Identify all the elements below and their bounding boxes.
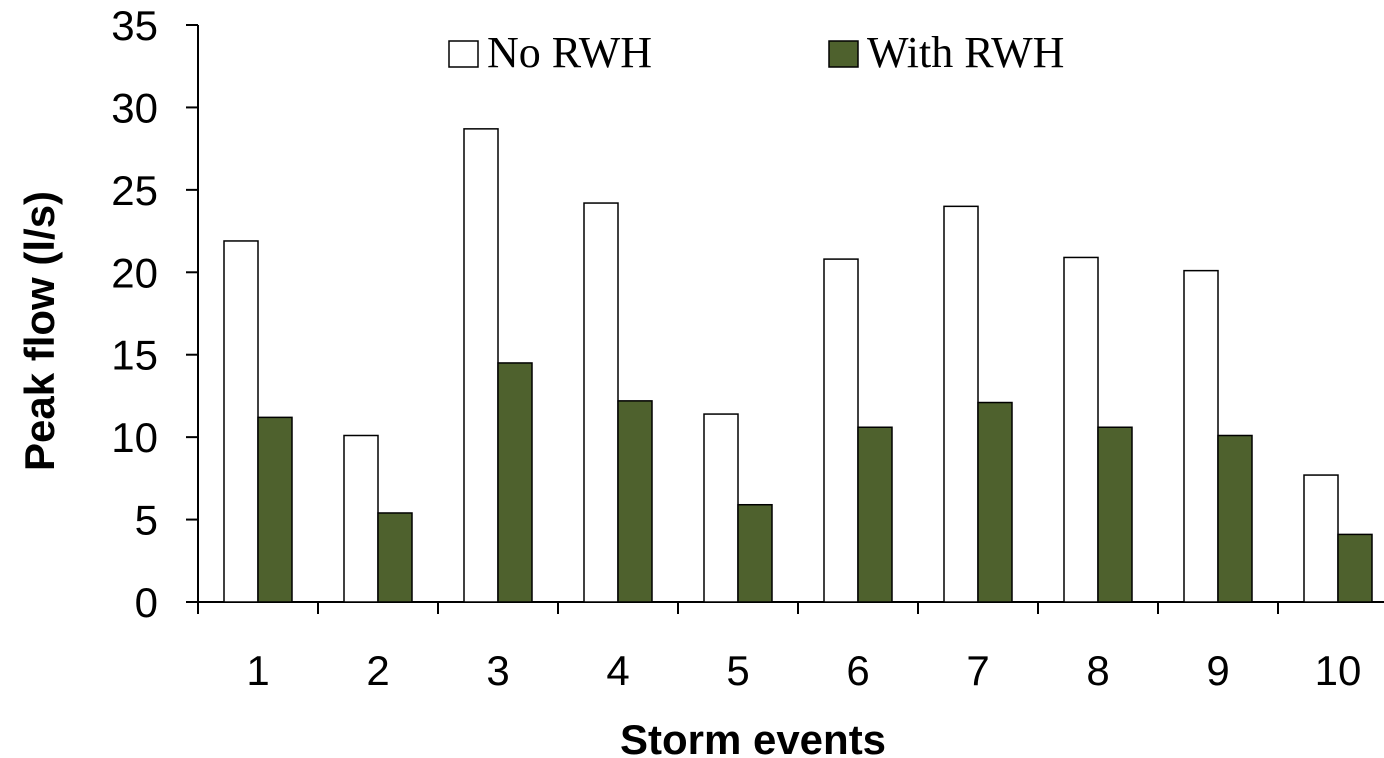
bar-with-rwh-9 [1217, 434, 1253, 603]
legend-swatch-no-rwh [448, 40, 479, 68]
bar-no-rwh-9 [1183, 269, 1219, 603]
x-axis-title: Storm events [620, 716, 886, 758]
bar-no-rwh-10 [1303, 474, 1339, 603]
x-tick-label: 1 [246, 647, 269, 694]
x-tick-label: 2 [366, 647, 389, 694]
y-tick-label: 35 [111, 2, 158, 49]
bar-no-rwh-8 [1063, 256, 1099, 603]
bars [223, 128, 1373, 603]
bar-with-rwh-1 [257, 416, 293, 603]
y-tick-label: 10 [111, 414, 158, 461]
x-tick-label: 8 [1086, 647, 1109, 694]
x-axis: 1 2 3 4 5 6 7 8 9 10 [186, 601, 1384, 694]
y-tick-label: 25 [111, 167, 158, 214]
y-axis: 0 5 10 15 20 25 30 35 [111, 2, 199, 626]
y-axis-title: Peak flow (l/s) [16, 191, 63, 471]
bar-with-rwh-5 [737, 503, 773, 603]
y-tick-label: 5 [135, 497, 158, 544]
bar-no-rwh-2 [343, 434, 379, 603]
x-tick-label: 4 [606, 647, 629, 694]
bar-with-rwh-6 [857, 426, 893, 603]
x-tick-label: 3 [486, 647, 509, 694]
bar-with-rwh-3 [497, 362, 533, 603]
x-tick-label: 7 [966, 647, 989, 694]
x-tick-label: 9 [1206, 647, 1229, 694]
bar-no-rwh-3 [463, 128, 499, 603]
bar-with-rwh-4 [617, 400, 653, 603]
bar-no-rwh-6 [823, 258, 859, 603]
bar-no-rwh-5 [703, 413, 739, 603]
x-tick-label: 10 [1315, 647, 1362, 694]
legend-swatch-with-rwh [828, 40, 859, 68]
bar-no-rwh-4 [583, 202, 619, 603]
bar-with-rwh-10 [1337, 533, 1373, 603]
x-tick-label: 5 [726, 647, 749, 694]
legend: No RWH With RWH [448, 28, 1064, 77]
x-tick-label: 6 [846, 647, 869, 694]
y-tick-label: 30 [111, 84, 158, 131]
bar-with-rwh-2 [377, 512, 413, 603]
bar-no-rwh-1 [223, 240, 259, 603]
bar-with-rwh-8 [1097, 426, 1133, 603]
y-tick-label: 0 [135, 579, 158, 626]
legend-label-no-rwh: No RWH [487, 28, 652, 77]
y-tick-label: 15 [111, 332, 158, 379]
bar-with-rwh-7 [977, 401, 1013, 603]
y-tick-label: 20 [111, 249, 158, 296]
bar-no-rwh-7 [943, 205, 979, 603]
legend-label-with-rwh: With RWH [867, 28, 1064, 77]
